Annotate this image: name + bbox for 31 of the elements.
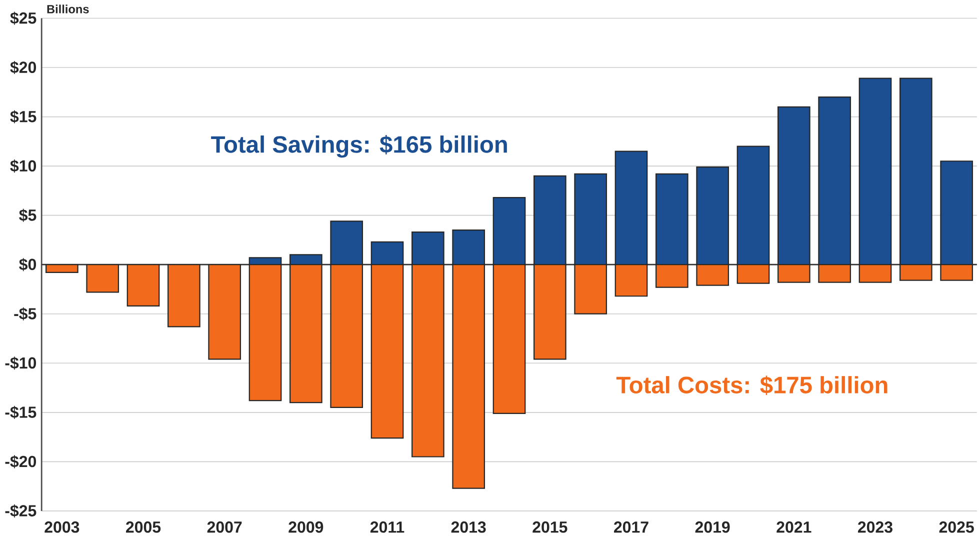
y-tick-label: -$25 <box>5 504 36 518</box>
bar <box>86 264 120 293</box>
x-tick-label: 2003 <box>44 521 80 533</box>
y-tick-label: -$10 <box>5 356 36 370</box>
y-tick-label: $25 <box>10 12 36 25</box>
x-tick-label: 2023 <box>858 521 892 533</box>
annotation: Total Costs: $175 billion <box>616 375 888 395</box>
y-tick-label: $15 <box>10 110 36 124</box>
x-tick-label: 2009 <box>288 521 324 533</box>
bar <box>46 264 78 273</box>
bar <box>168 264 200 328</box>
annotation: Total Savings: $165 billion <box>211 134 507 158</box>
y-tick-label: $0 <box>19 258 36 271</box>
x-tick-label: 2007 <box>207 521 242 533</box>
bar <box>208 264 242 360</box>
x-tick-label: 2005 <box>126 521 161 533</box>
x-tick-label: 2015 <box>532 521 568 533</box>
x-tick-label: 2019 <box>695 521 730 533</box>
y-tick-label: $10 <box>10 159 36 172</box>
x-tick-label: 2017 <box>614 521 648 533</box>
x-tick-label: 2013 <box>451 521 486 533</box>
y-tick-label: -$20 <box>5 454 36 468</box>
bar <box>126 264 160 306</box>
y-axis-title: Billions <box>47 4 89 14</box>
y-tick-label: -$5 <box>14 307 36 320</box>
y-tick-label: $5 <box>19 208 36 222</box>
x-tick-label: 2025 <box>939 521 974 533</box>
x-tick-label: 2021 <box>776 521 812 533</box>
x-tick-label: 2011 <box>370 521 404 533</box>
y-tick-label: $20 <box>10 60 36 74</box>
y-tick-label: -$15 <box>5 406 36 419</box>
